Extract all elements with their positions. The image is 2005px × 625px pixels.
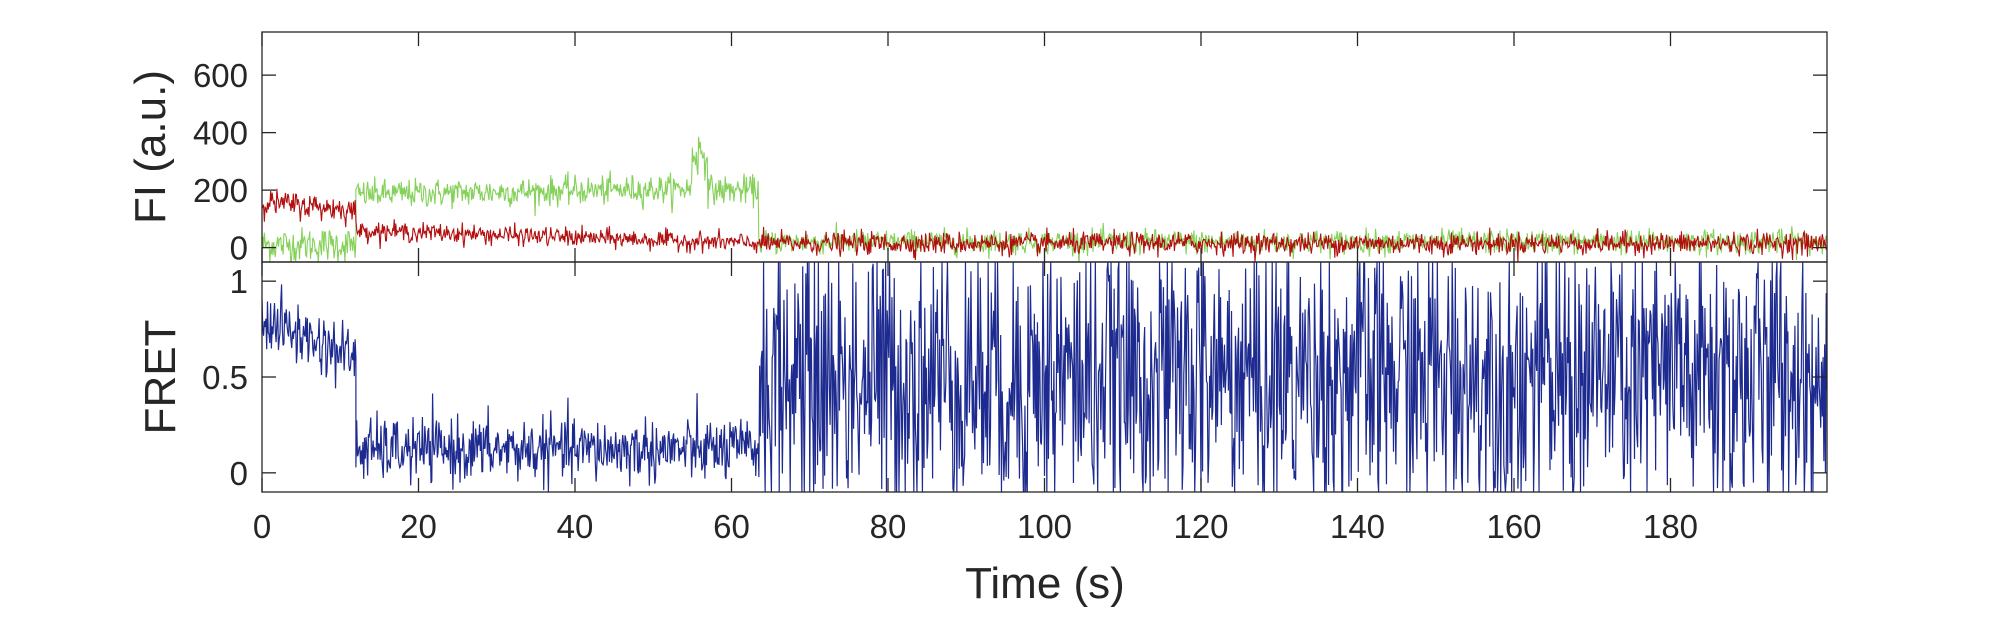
x-tick-label: 100 bbox=[1017, 508, 1072, 545]
y-tick-label: 1 bbox=[230, 263, 248, 300]
series-line-0-0 bbox=[262, 136, 1827, 262]
y-tick-label: 0.5 bbox=[202, 359, 248, 396]
y-tick-label: 0 bbox=[230, 455, 248, 492]
x-tick-label: 20 bbox=[400, 508, 437, 545]
x-tick-label: 60 bbox=[713, 508, 750, 545]
fluorescence-traces bbox=[262, 136, 1827, 262]
y-tick-label: 0 bbox=[230, 230, 248, 267]
top-axes-frame bbox=[261, 31, 1828, 263]
top-x-ticks bbox=[261, 32, 1672, 262]
x-tick-label: 160 bbox=[1486, 508, 1541, 545]
fret-traces bbox=[262, 262, 1827, 492]
series-line-0-1 bbox=[262, 188, 1827, 262]
x-tick-label: 120 bbox=[1173, 508, 1228, 545]
x-tick-label: 0 bbox=[253, 508, 271, 545]
x-axis-label: Time (s) bbox=[965, 559, 1125, 608]
x-tick-label: 140 bbox=[1330, 508, 1385, 545]
bottom-y-ticks: 00.51 bbox=[202, 263, 1827, 492]
y-tick-label: 400 bbox=[193, 115, 248, 152]
y-tick-label: 200 bbox=[193, 172, 248, 209]
x-tick-label: 80 bbox=[870, 508, 907, 545]
fret-efficiency-panel: 00.51 0 20 40 60 80 100 120 140 160 180 FRET Time… bbox=[136, 261, 1828, 608]
top-y-axis-label: FI (a.u.) bbox=[126, 70, 175, 224]
bottom-x-ticks: 0 20 40 60 80 100 120 140 160 180 bbox=[253, 262, 1698, 545]
top-y-ticks: 0 200 400 600 bbox=[193, 57, 1827, 267]
x-tick-label: 40 bbox=[557, 508, 594, 545]
y-tick-label: 600 bbox=[193, 57, 248, 94]
x-tick-label: 180 bbox=[1643, 508, 1698, 545]
series-line-1-0 bbox=[262, 262, 1827, 492]
bottom-y-axis-label: FRET bbox=[136, 320, 185, 435]
fluorescence-intensity-panel: 0 200 400 600 FI (a.u.) bbox=[126, 31, 1828, 267]
